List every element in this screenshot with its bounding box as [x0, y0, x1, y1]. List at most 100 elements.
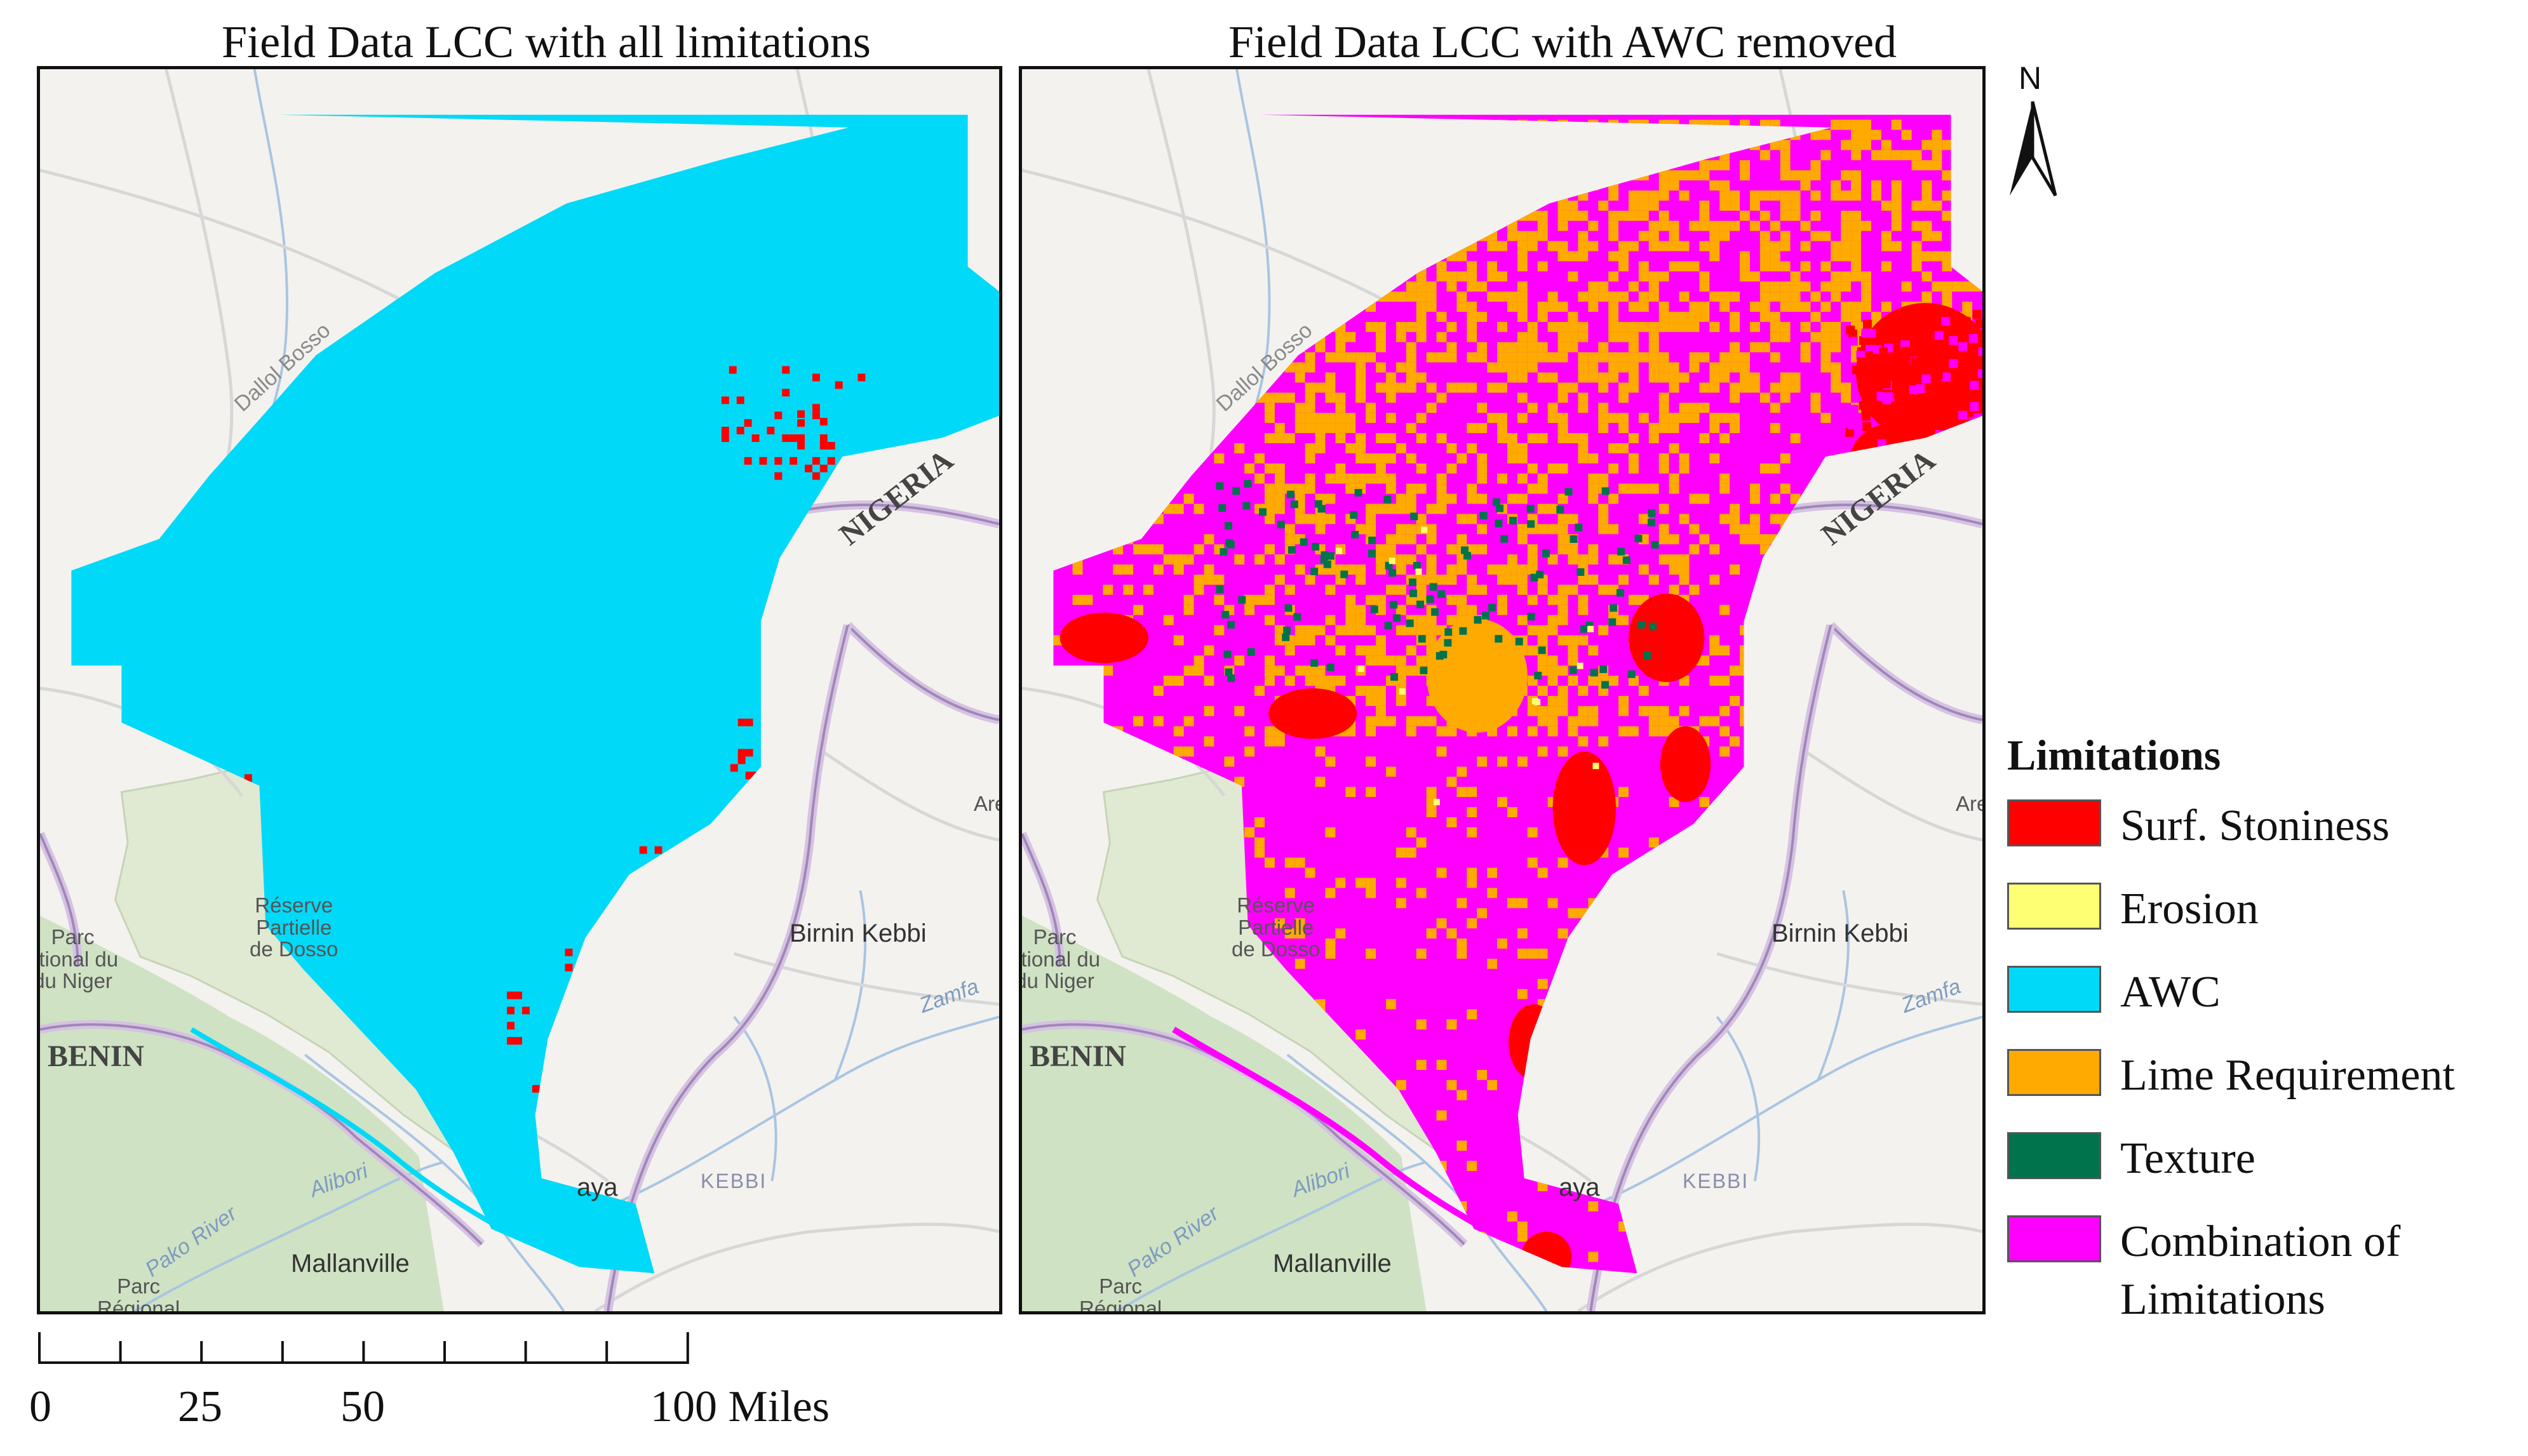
lime-pixel	[1679, 190, 1690, 201]
texture-pixel	[1569, 666, 1577, 674]
lime-pixel	[1173, 726, 1184, 737]
lime-pixel	[1305, 483, 1315, 494]
lime-pixel	[1376, 716, 1386, 726]
lime-pixel	[1608, 362, 1619, 373]
lime-pixel	[1871, 312, 1881, 322]
lime-pixel	[1699, 797, 1710, 808]
lime-pixel	[1537, 716, 1548, 726]
lime-pixel	[1385, 433, 1396, 443]
texture-pixel	[1290, 500, 1298, 509]
lime-pixel	[1578, 716, 1589, 726]
lime-pixel	[1658, 180, 1669, 191]
stoniness-pixel	[1861, 411, 1871, 421]
lime-pixel	[1780, 453, 1791, 464]
lime-pixel	[1881, 200, 1892, 211]
stoniness-pixel	[1975, 354, 1982, 363]
lime-pixel	[1618, 331, 1629, 342]
lime-pixel	[1406, 362, 1416, 373]
lime-pixel	[1537, 342, 1548, 352]
lime-pixel	[1557, 342, 1568, 352]
legend-item: Texture	[2007, 1130, 2522, 1187]
stoniness-pixel	[1968, 334, 1978, 343]
lime-pixel	[1578, 705, 1589, 716]
lime-pixel	[1689, 544, 1700, 555]
lime-pixel	[1689, 352, 1700, 363]
lime-pixel	[1264, 615, 1275, 625]
lime-pixel	[1831, 190, 1841, 201]
lime-pixel	[1274, 483, 1285, 494]
lime-pixel	[1315, 746, 1326, 757]
stoniness-pixel	[827, 457, 835, 465]
lime-pixel	[1679, 372, 1690, 383]
lime-pixel	[1709, 180, 1720, 191]
lime-pixel	[1658, 453, 1669, 464]
lime-pixel	[1547, 352, 1558, 363]
texture-pixel	[1526, 505, 1535, 513]
lime-pixel	[1467, 867, 1477, 878]
lime-pixel	[1790, 170, 1801, 181]
lime-pixel	[1719, 433, 1730, 443]
lime-pixel	[1709, 544, 1720, 555]
label-malanville: Mallanville	[291, 1250, 410, 1278]
lime-pixel	[1406, 827, 1416, 838]
lime-pixel	[1335, 878, 1346, 888]
lime-pixel	[1557, 382, 1568, 393]
lime-pixel	[1648, 574, 1659, 585]
lime-pixel	[1861, 119, 1871, 130]
lime-pixel	[1618, 291, 1629, 302]
lime-pixel	[1719, 726, 1730, 737]
lime-pixel	[1568, 251, 1578, 262]
lime-pixel	[1628, 463, 1639, 474]
lime-pixel	[1638, 686, 1649, 696]
lime-pixel	[1578, 594, 1589, 605]
lime-pixel	[1416, 514, 1427, 524]
lime-pixel	[1355, 564, 1366, 575]
lime-pixel	[1497, 594, 1507, 605]
stoniness-pixel	[1879, 347, 1888, 356]
lime-pixel	[1325, 392, 1336, 403]
lime-pixel	[1780, 241, 1791, 251]
lime-pixel	[1366, 403, 1376, 413]
lime-pixel	[1790, 271, 1801, 282]
lime-pixel	[1638, 564, 1649, 575]
lime-pixel	[1305, 635, 1315, 646]
lime-pixel	[1395, 564, 1406, 575]
lime-pixel	[1588, 544, 1599, 555]
lime-pixel	[1719, 483, 1730, 494]
lime-pixel	[1254, 554, 1265, 565]
lime-pixel	[1790, 433, 1801, 443]
texture-pixel	[1542, 549, 1550, 558]
lime-pixel	[1264, 463, 1275, 474]
stoniness-pixel	[565, 963, 573, 972]
lime-pixel	[1658, 392, 1669, 403]
lime-pixel	[1921, 230, 1932, 241]
lime-pixel	[1618, 574, 1629, 585]
lime-pixel	[1153, 564, 1164, 575]
stoniness-pixel	[1890, 403, 1900, 412]
lime-pixel	[1376, 705, 1386, 716]
lime-pixel	[1537, 686, 1548, 696]
map-panel-awc-removed[interactable]: Dallol Bosso NIGERIA Are Birnin Kebbi Zamfa R…	[1019, 66, 1986, 1314]
lime-pixel	[1557, 665, 1568, 676]
lime-pixel	[1800, 352, 1811, 363]
lime-pixel	[1497, 797, 1507, 808]
lime-pixel	[1517, 1221, 1528, 1232]
lime-pixel	[1790, 372, 1801, 383]
lime-pixel	[1780, 392, 1791, 403]
lime-pixel	[1416, 1060, 1427, 1070]
lime-pixel	[1345, 331, 1356, 342]
texture-pixel	[1300, 538, 1308, 546]
lime-pixel	[1780, 483, 1791, 494]
lime-pixel	[1709, 423, 1720, 434]
texture-pixel	[1410, 512, 1418, 521]
legend-swatch	[2007, 1049, 2101, 1096]
lime-pixel	[1456, 302, 1467, 312]
lime-pixel	[1578, 372, 1589, 383]
lime-pixel	[1638, 190, 1649, 201]
lime-pixel	[1325, 827, 1336, 838]
lime-pixel	[1517, 342, 1528, 352]
lime-pixel	[1740, 524, 1750, 535]
erosion-pixel	[1415, 568, 1422, 575]
lime-pixel	[1628, 433, 1639, 443]
